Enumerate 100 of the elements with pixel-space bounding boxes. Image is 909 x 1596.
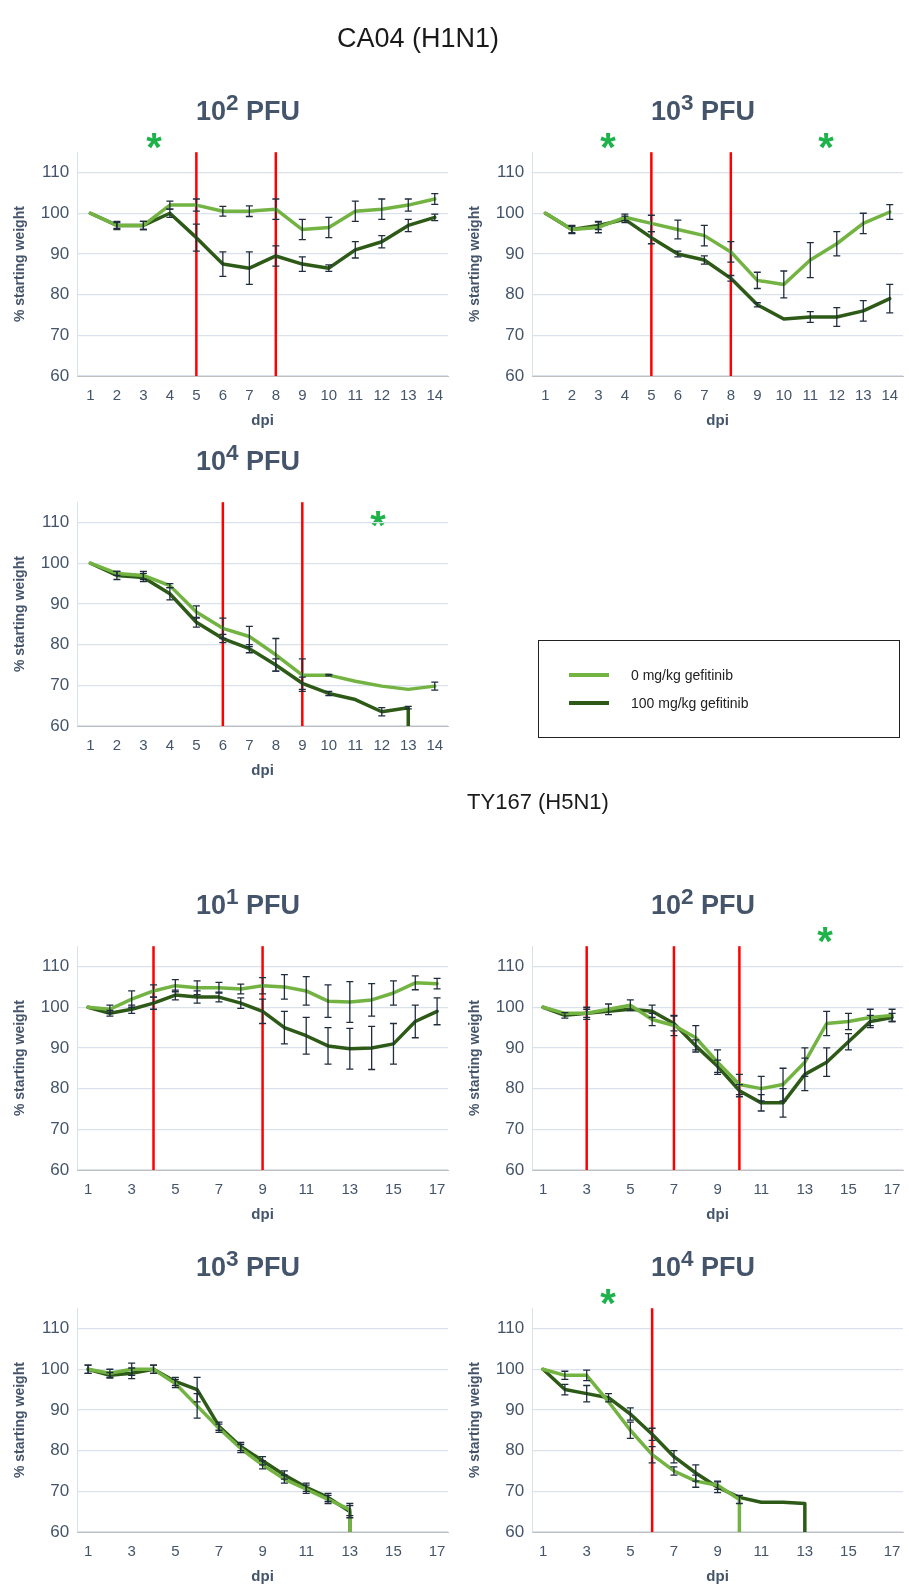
legend-label: 0 mg/kg gefitinib (631, 667, 733, 683)
y-tick-label: 70 (50, 675, 70, 694)
y-tick-label: 110 (42, 956, 70, 976)
x-tick-label: 8 (726, 386, 735, 404)
y-tick-label: 100 (40, 202, 70, 222)
y-axis-title: % starting weight (466, 205, 483, 323)
x-tick-label: 1 (83, 1542, 93, 1560)
annotation: * (817, 919, 833, 963)
x-tick-label: 9 (258, 1542, 267, 1560)
point (214, 991, 224, 1003)
x-axis-title: dpi (706, 1205, 729, 1223)
chart-title: 10$^{4}$ PFU (650, 1246, 756, 1282)
x-tick-label: 15 (840, 1180, 857, 1198)
y-tick-label: 80 (50, 284, 70, 304)
y-tick-label: 70 (50, 1119, 70, 1138)
y-tick-label: 110 (42, 162, 70, 182)
y-tick-label: 70 (50, 325, 70, 344)
y-tick-label: 70 (505, 325, 525, 344)
x-tick-label: 7 (214, 1180, 224, 1198)
y-tick-label: 90 (50, 243, 70, 263)
chart-title: 10$^{1}$ PFU (194, 884, 302, 922)
x-tick-label: 15 (385, 1542, 402, 1560)
y-tick-label: 60 (50, 1521, 70, 1541)
x-tick-label: 5 (626, 1180, 635, 1198)
x-tick-label: 2 (567, 386, 577, 404)
x-tick-label: 10 (320, 736, 338, 754)
x-tick-label: 11 (347, 386, 364, 404)
x-tick-label: 6 (218, 386, 228, 404)
x-tick-label: 11 (753, 1542, 769, 1560)
x-tick-label: 17 (428, 1180, 446, 1198)
chart-title: 10$^{3}$ PFU (650, 90, 756, 126)
x-tick-label: 7 (245, 386, 254, 404)
y-tick-label: 60 (50, 365, 70, 385)
x-tick-label: 9 (713, 1542, 722, 1560)
y-tick-label: 110 (497, 1318, 525, 1338)
x-tick-label: 3 (139, 736, 148, 754)
y-tick-label: 80 (505, 1440, 525, 1460)
x-tick-label: 1 (538, 1542, 548, 1560)
x-tick-label: 7 (669, 1180, 679, 1198)
x-tick-label: 2 (112, 386, 122, 404)
y-tick-label: 80 (50, 1078, 70, 1098)
y-tick-label: 80 (505, 1078, 525, 1098)
x-axis-title: dpi (251, 1205, 274, 1223)
x-tick-label: 9 (713, 1180, 722, 1198)
chart-title: 10$^{2}$ PFU (650, 884, 756, 920)
y-tick-label: 100 (495, 996, 525, 1016)
y-tick-label: 60 (505, 1521, 525, 1541)
x-axis-title: dpi (251, 411, 274, 429)
y-tick-label: 90 (50, 1037, 70, 1057)
point (165, 208, 175, 218)
x-tick-label: 3 (594, 386, 603, 404)
x-tick-label: 4 (165, 386, 175, 404)
x-tick-label: 4 (620, 386, 630, 404)
x-tick-label: 12 (373, 736, 391, 754)
x-tick-label: 13 (341, 1542, 359, 1560)
x-tick-label: 5 (192, 736, 201, 754)
x-tick-label: 7 (245, 736, 254, 754)
y-axis-title: % starting weight (466, 1361, 483, 1479)
x-tick-label: 6 (218, 736, 228, 754)
y-tick-label: 90 (50, 1399, 70, 1419)
x-axis-title: dpi (706, 1567, 729, 1585)
x-tick-label: 8 (271, 386, 280, 404)
y-tick-label: 100 (495, 1358, 525, 1378)
x-tick-label: 11 (753, 1180, 769, 1198)
x-tick-label: 3 (139, 386, 148, 404)
x-tick-label: 7 (214, 1542, 224, 1560)
x-tick-label: 3 (127, 1180, 136, 1198)
x-tick-label: 5 (171, 1180, 180, 1198)
y-tick-label: 90 (505, 1399, 525, 1419)
x-tick-label: 1 (538, 1180, 548, 1198)
chart-title: 10$^{3}$ PFU (194, 1246, 302, 1284)
x-tick-label: 1 (86, 736, 95, 754)
text: TY167 (H5N1) (467, 789, 609, 815)
y-tick-label: 110 (497, 162, 525, 182)
x-tick-label: 1 (86, 386, 95, 404)
x-tick-label: 3 (582, 1542, 591, 1560)
y-axis-title: % starting weight (11, 999, 28, 1117)
y-tick-label: 80 (50, 634, 70, 654)
x-tick-label: 15 (840, 1542, 857, 1560)
y-tick-label: 70 (505, 1481, 525, 1500)
annotation: * (818, 125, 834, 169)
x-tick-label: 1 (83, 1180, 93, 1198)
y-tick-label: 60 (50, 715, 70, 735)
x-tick-label: 13 (854, 386, 872, 404)
y-tick-label: 110 (497, 956, 525, 976)
x-tick-label: 2 (112, 736, 122, 754)
x-tick-label: 11 (298, 1180, 314, 1198)
chart-title: 10$^{4}$ PFU (194, 440, 302, 478)
x-tick-label: 9 (298, 386, 307, 404)
x-tick-label: 14 (426, 386, 444, 404)
y-axis-title: % starting weight (11, 555, 28, 673)
x-tick-label: 13 (399, 736, 417, 754)
y-axis-title: % starting weight (11, 1361, 28, 1479)
x-tick-label: 9 (258, 1180, 267, 1198)
x-tick-label: 13 (341, 1180, 359, 1198)
x-axis-title: dpi (251, 761, 274, 779)
x-tick-label: 9 (753, 386, 762, 404)
x-axis-title: dpi (706, 411, 729, 429)
y-tick-label: 60 (505, 365, 525, 385)
x-tick-label: 5 (647, 386, 656, 404)
